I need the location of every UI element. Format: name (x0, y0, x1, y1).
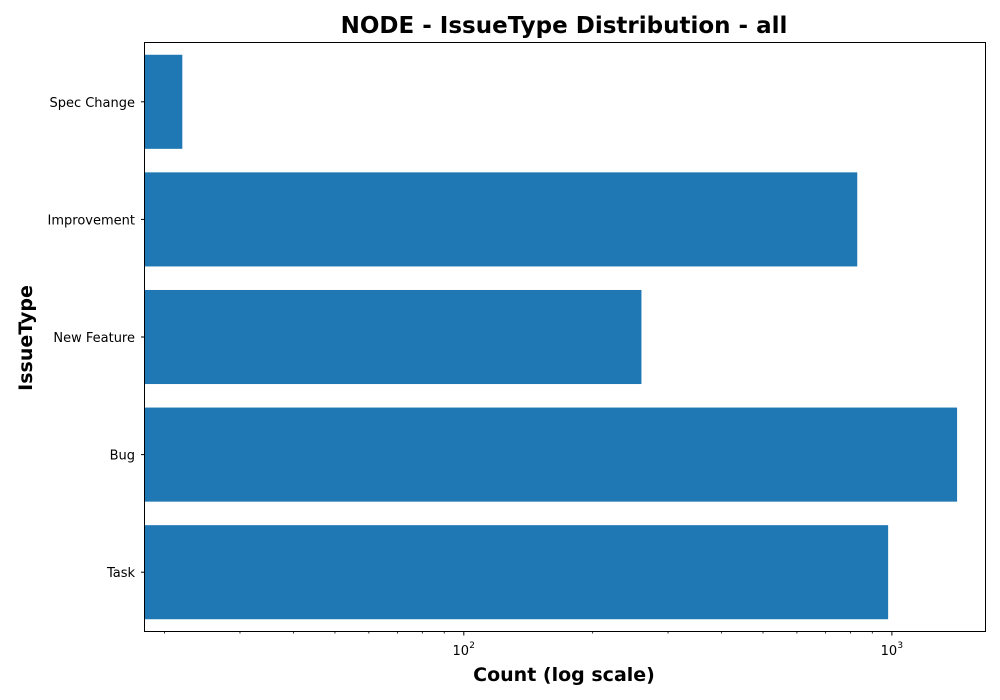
y-tick-label: New Feature (53, 331, 135, 346)
chart-title: NODE - IssueType Distribution - all (341, 13, 788, 39)
y-axis-label: IssueType (15, 285, 37, 391)
bar-spec-change (145, 54, 183, 149)
bar-improvement (145, 172, 858, 267)
x-ticks-group: 10 2 10 3 (164, 631, 903, 659)
y-ticks-group: Task Bug New Feature Improvement Spec Change (48, 96, 145, 581)
bar-task (145, 525, 889, 620)
x-tick-exponent: 3 (897, 641, 903, 651)
x-tick-label: 10 (881, 644, 898, 659)
bars-group (145, 54, 958, 620)
y-tick-label: Bug (110, 449, 135, 464)
x-tick-label: 10 (453, 644, 470, 659)
y-tick-label: Task (106, 566, 136, 581)
x-tick-exponent: 2 (469, 641, 475, 651)
plot-frame (144, 42, 986, 632)
y-tick-label: Improvement (48, 213, 135, 228)
y-tick-label: Spec Change (49, 96, 135, 111)
bar-new-feature (145, 289, 642, 385)
bar-bug (145, 407, 958, 502)
x-axis-label: Count (log scale) (473, 664, 655, 686)
